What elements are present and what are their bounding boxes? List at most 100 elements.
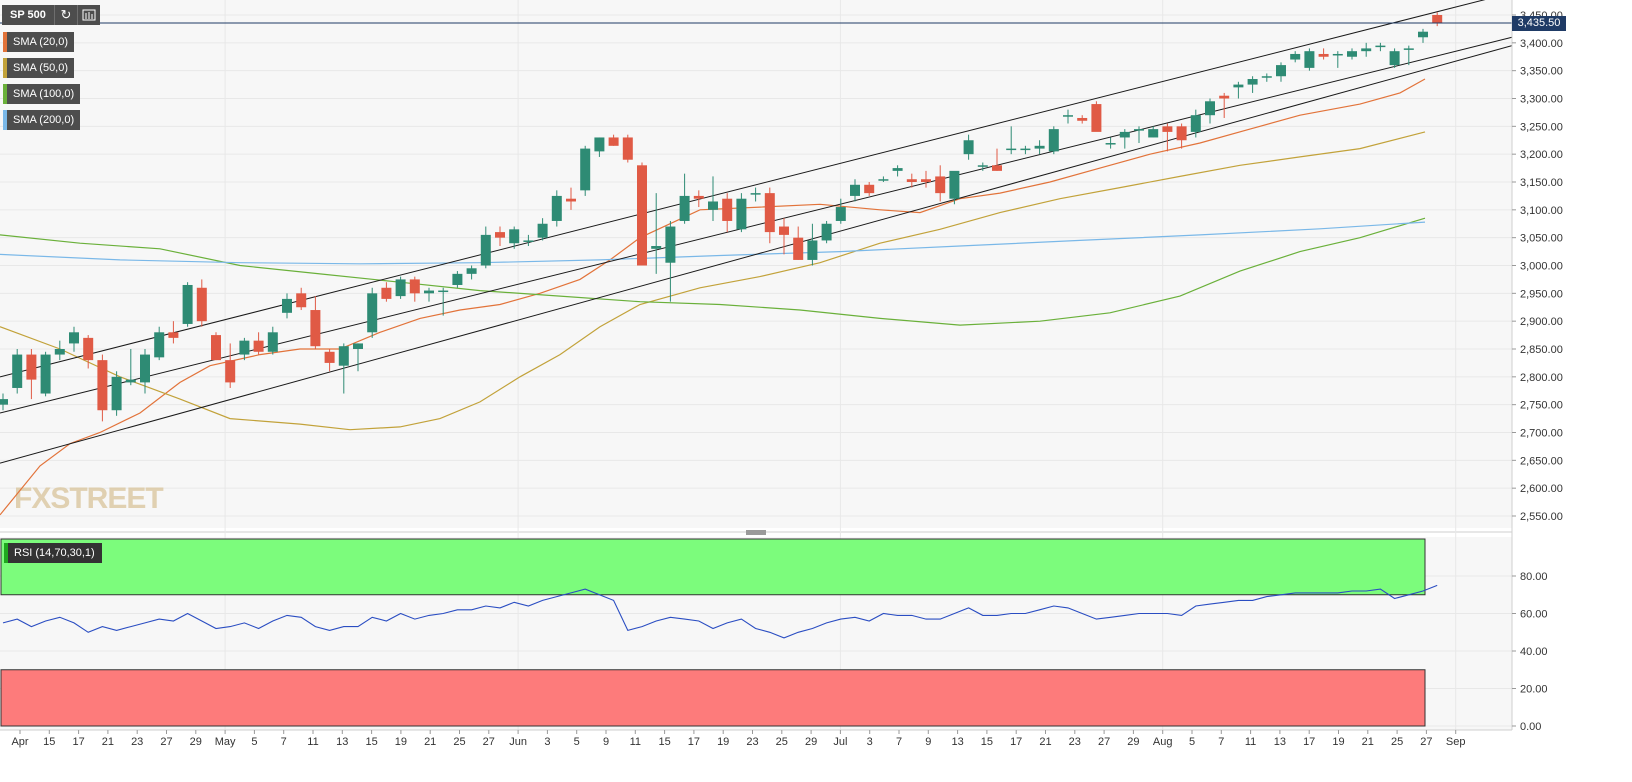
date-tick-label: 7 [281,736,287,748]
channel-middle-line [0,36,1513,414]
candle-body [1063,115,1073,117]
sma-legend-item[interactable]: SMA (20,0) [3,32,75,52]
date-tick-label: 25 [776,736,788,748]
date-axis[interactable]: Apr 15 17 21 23 27 29 May 5 7 11 13 15 19 21 25 27 Jun 3 5 9… [11,730,1465,748]
candle-body [651,246,662,249]
candle-body [40,354,51,394]
candle-body [708,201,718,210]
watermark: FXSTREET [14,482,164,515]
date-tick-label: 21 [1039,736,1051,748]
candle-body [381,287,392,299]
date-tick-label: 13 [1274,736,1286,748]
date-tick-label: 25 [1391,736,1403,748]
sma-line-2 [0,131,1426,431]
sma-legend-item[interactable]: SMA (100,0) [3,84,81,104]
date-tick-label: 5 [251,736,257,748]
candle-body [1091,104,1102,132]
candle-body [1347,51,1357,57]
candle-body [850,184,860,196]
candle-body [750,193,761,195]
date-tick-label: 11 [307,736,318,748]
indicator-settings-icon[interactable] [76,5,100,25]
date-tick-label: 19 [1332,736,1344,748]
rsi-legend[interactable]: RSI (14,70,30,1) [4,543,102,563]
candle-body [310,310,321,347]
rsi-axis[interactable]: 80.00 60.00 40.00 20.00 0.00 [1512,571,1548,733]
candle-body [566,198,576,202]
date-tick-label: 9 [925,736,931,748]
candle-body [1318,53,1329,57]
symbol-label[interactable]: SP 500 [10,9,46,21]
pane-resize-handle[interactable] [746,530,766,535]
rsi-tick-label: 60.00 [1520,609,1548,621]
candle-body [1219,95,1230,99]
candle-body [864,184,875,194]
candle-body [1148,129,1159,138]
candle-body [1119,131,1130,138]
date-tick-label: 15 [981,736,993,748]
candle-body [196,287,207,322]
candle-body [452,273,463,285]
candle-body [466,268,477,274]
candle-body [594,137,605,152]
date-tick-label: May [215,736,236,748]
sma-legend-item[interactable]: SMA (200,0) [3,110,81,130]
candle-body [722,198,733,221]
candle-body [1034,145,1045,149]
channel-upper-line [0,0,1486,378]
candle-body [736,198,747,230]
candle-body [12,354,23,388]
watermark-text: FXSTREET [14,482,163,515]
channel-lower-line [0,45,1513,464]
sma-swatch [3,110,7,130]
price-tick-label: 3,100.00 [1520,205,1563,217]
price-tick-label: 2,850.00 [1520,344,1563,356]
date-tick-label: 3 [867,736,873,748]
candle-body [935,176,946,194]
price-tick-label: 2,800.00 [1520,372,1563,384]
candle-body [637,165,647,266]
date-tick-label: 19 [395,736,407,748]
candle-body [1375,45,1386,48]
candle-body [835,207,846,221]
candle-body [211,335,221,361]
rsi-tick-label: 40.00 [1520,646,1548,658]
candle-body [324,351,335,363]
date-tick-label: 21 [1362,736,1374,748]
candle-body [1162,126,1173,132]
sma-swatch [3,58,7,78]
candle-body [1261,76,1272,78]
refresh-icon[interactable]: ↻ [53,5,77,25]
candle-body [551,195,562,221]
candle-body [1020,148,1031,151]
candle-body [253,340,264,352]
candle-body [353,343,363,349]
candle-body [282,298,292,313]
date-tick-label: 13 [951,736,963,748]
price-axis[interactable]: 3,450.003,400.003,350.003,300.003,250.00… [1512,10,1563,523]
sma-label-text: SMA (100,0) [13,88,75,100]
date-tick-label: 29 [805,736,817,748]
price-tick-label: 3,400.00 [1520,38,1563,50]
date-tick-label: Jul [833,736,847,748]
candle-body [1134,129,1144,131]
price-tick-label: 2,600.00 [1520,483,1563,495]
sma-legend-item[interactable]: SMA (50,0) [3,58,75,78]
sma-label-text: SMA (50,0) [13,62,69,74]
oversold-zone [0,669,1426,727]
candle-body [821,223,832,241]
candlesticks [0,12,1443,422]
candle-body [523,240,534,242]
candle-body [1105,143,1116,145]
date-tick-label: 9 [603,736,609,748]
candle-body [1233,84,1244,88]
candle-body [225,360,236,383]
candle-body [168,332,179,338]
candle-body [992,165,1002,171]
candle-body [764,193,775,233]
candle-body [1403,48,1414,50]
candle-body [963,140,974,155]
date-tick-label: 29 [1127,736,1139,748]
trend-channel [0,0,1513,464]
